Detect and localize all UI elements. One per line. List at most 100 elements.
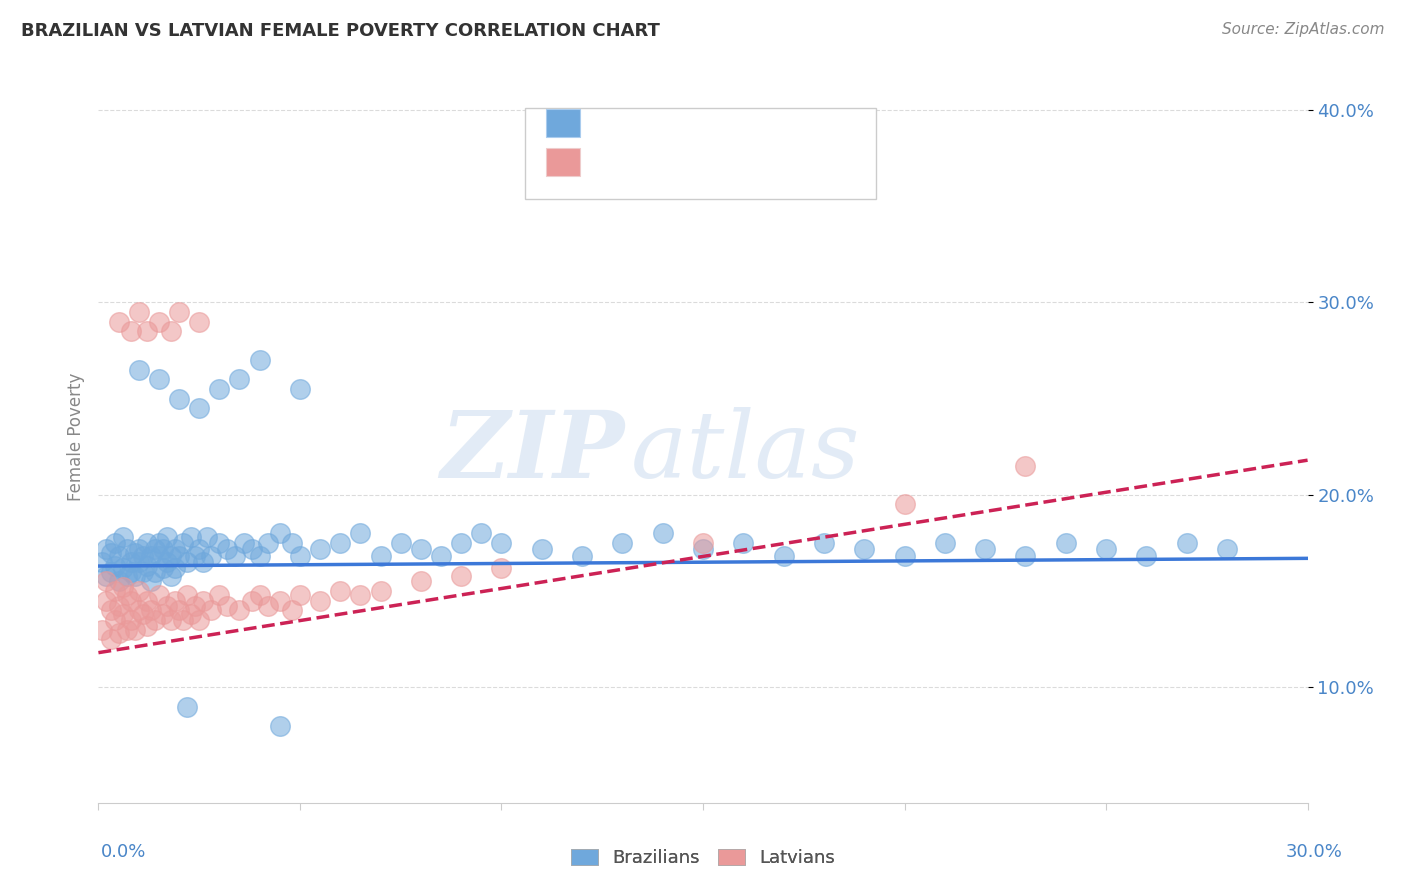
Point xyxy=(167,549,190,564)
Point xyxy=(143,541,166,556)
Point xyxy=(249,353,271,368)
Point xyxy=(269,593,291,607)
Point xyxy=(139,549,162,564)
Point xyxy=(111,607,134,622)
Point xyxy=(148,588,170,602)
Point xyxy=(733,536,755,550)
Point xyxy=(200,549,222,564)
Point xyxy=(160,568,183,582)
Point xyxy=(107,549,129,564)
Point xyxy=(143,565,166,579)
Point xyxy=(1054,536,1077,550)
Point xyxy=(103,536,125,550)
Point xyxy=(100,545,122,559)
Point xyxy=(115,568,138,582)
Point xyxy=(128,603,150,617)
Point xyxy=(176,699,198,714)
Point xyxy=(152,607,174,622)
Point xyxy=(309,593,332,607)
Point xyxy=(329,584,352,599)
Point xyxy=(370,549,392,564)
Point xyxy=(132,565,155,579)
Text: R = 0.166   N = 63: R = 0.166 N = 63 xyxy=(592,153,762,171)
Point xyxy=(256,536,278,550)
Point xyxy=(288,382,311,396)
Point xyxy=(152,541,174,556)
Point xyxy=(491,536,513,550)
Point xyxy=(100,603,122,617)
Point xyxy=(100,632,122,647)
Point xyxy=(96,593,118,607)
Point xyxy=(193,593,215,607)
Point xyxy=(156,530,179,544)
Point xyxy=(208,382,231,396)
Point xyxy=(156,555,179,569)
Point xyxy=(128,584,150,599)
Y-axis label: Female Poverty: Female Poverty xyxy=(66,373,84,501)
Text: Source: ZipAtlas.com: Source: ZipAtlas.com xyxy=(1222,22,1385,37)
Point xyxy=(195,530,218,544)
Point xyxy=(612,536,634,550)
Point xyxy=(135,324,157,338)
Point xyxy=(172,613,194,627)
Point xyxy=(160,324,183,338)
Point xyxy=(96,541,118,556)
Point xyxy=(491,561,513,575)
Point xyxy=(217,599,239,614)
Point xyxy=(240,541,263,556)
Point xyxy=(120,593,142,607)
Point xyxy=(1216,541,1239,556)
Point xyxy=(128,305,150,319)
Point xyxy=(349,588,371,602)
Point xyxy=(184,549,207,564)
Point xyxy=(115,623,138,637)
Point xyxy=(1135,549,1157,564)
Point xyxy=(111,561,134,575)
Point xyxy=(120,555,142,569)
Point xyxy=(124,623,146,637)
Point xyxy=(188,401,211,416)
Point xyxy=(651,526,673,541)
Point xyxy=(135,618,157,632)
Point xyxy=(530,541,553,556)
Point xyxy=(120,324,142,338)
Point xyxy=(1014,458,1036,473)
Point xyxy=(288,588,311,602)
Text: 0.0%: 0.0% xyxy=(101,843,146,861)
Point xyxy=(188,315,211,329)
FancyBboxPatch shape xyxy=(546,148,579,176)
Point xyxy=(269,719,291,733)
Point xyxy=(132,607,155,622)
Point xyxy=(772,549,794,564)
Point xyxy=(1175,536,1198,550)
Point xyxy=(184,599,207,614)
Point xyxy=(115,588,138,602)
Point xyxy=(96,568,118,582)
Point xyxy=(1014,549,1036,564)
Point xyxy=(281,603,304,617)
Point xyxy=(934,536,956,550)
Text: ZIP: ZIP xyxy=(440,407,624,497)
Point xyxy=(107,599,129,614)
Point xyxy=(232,536,254,550)
Point xyxy=(450,568,472,582)
Text: 30.0%: 30.0% xyxy=(1286,843,1343,861)
Point xyxy=(188,541,211,556)
Point xyxy=(115,541,138,556)
Point xyxy=(163,541,186,556)
Point xyxy=(853,541,876,556)
Point xyxy=(128,362,150,376)
Point xyxy=(288,549,311,564)
Point xyxy=(152,561,174,575)
Point xyxy=(180,607,202,622)
Point xyxy=(107,574,129,589)
Point xyxy=(224,549,246,564)
Point xyxy=(103,559,125,574)
Point xyxy=(135,593,157,607)
Point xyxy=(240,593,263,607)
Text: BRAZILIAN VS LATVIAN FEMALE POVERTY CORRELATION CHART: BRAZILIAN VS LATVIAN FEMALE POVERTY CORR… xyxy=(21,22,659,40)
Point xyxy=(124,545,146,559)
Point xyxy=(430,549,453,564)
Point xyxy=(217,541,239,556)
Point xyxy=(148,536,170,550)
